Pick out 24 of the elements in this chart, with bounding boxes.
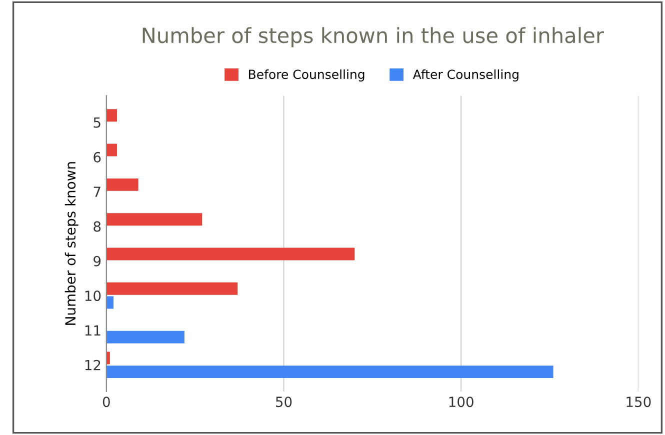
y-tick-label: 11	[85, 325, 100, 336]
x-tick-label: 100	[449, 396, 474, 408]
y-tick-label: 9	[94, 256, 101, 266]
bar	[106, 282, 238, 295]
bar	[106, 330, 184, 344]
y-tick-label: 10	[85, 290, 101, 302]
y-tick-label: 7	[94, 186, 100, 197]
y-tick-label: 8	[94, 221, 101, 232]
y-tick-label: 6	[94, 152, 101, 162]
bar	[106, 109, 118, 122]
bar	[106, 144, 118, 156]
chart-title: Number of steps known in the use of inhaler	[142, 27, 604, 48]
bar	[106, 213, 202, 226]
bar	[106, 248, 355, 260]
y-tick-label: 12	[85, 360, 100, 370]
y-tick-label: 5	[94, 117, 100, 128]
bar	[106, 366, 554, 378]
x-tick-label: 50	[276, 396, 292, 408]
x-tick-label: 150	[626, 396, 651, 408]
legend-label: After Counselling	[412, 69, 518, 82]
y-axis-title: Number of steps known	[64, 162, 78, 325]
x-tick-label: 0	[102, 396, 110, 408]
legend-label: Before Counselling	[249, 69, 364, 82]
bar	[106, 178, 138, 191]
